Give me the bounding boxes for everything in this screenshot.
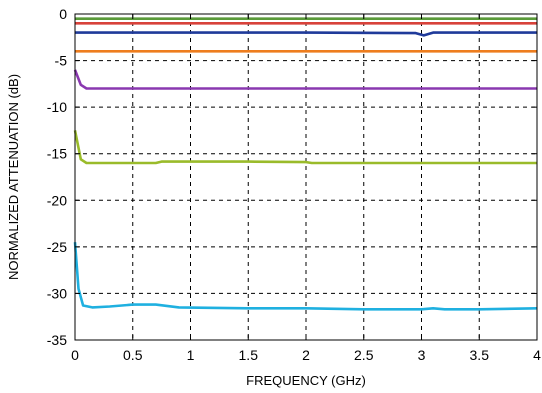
y-tick-label: -30 xyxy=(47,285,67,301)
grid-lines xyxy=(75,14,537,340)
data-series xyxy=(73,17,538,311)
y-axis-label: NORMALIZED ATTENUATION (dB) xyxy=(6,74,21,280)
series-line-5 xyxy=(73,69,537,90)
series-line-3 xyxy=(75,31,537,37)
y-tick-label: 0 xyxy=(59,6,67,22)
x-axis-label: FREQUENCY (GHz) xyxy=(246,373,366,388)
y-tick-label: -10 xyxy=(47,99,67,115)
y-tick-label: -25 xyxy=(47,239,67,255)
x-tick-label: 4 xyxy=(533,347,541,363)
axis-ticks: 0 0.5 1 1.5 2 2.5 3 3.5 4 0 -5 -10 -15 -20 -25 -30 -35 xyxy=(47,6,541,363)
x-tick-label: 1.5 xyxy=(239,347,259,363)
y-tick-label: -20 xyxy=(47,192,67,208)
x-tick-label: 3 xyxy=(418,347,426,363)
x-tick-label: 2.5 xyxy=(354,347,374,363)
x-tick-label: 3.5 xyxy=(470,347,490,363)
series-line-6 xyxy=(73,130,537,165)
x-tick-label: 2 xyxy=(302,347,310,363)
y-tick-label: -5 xyxy=(55,53,68,69)
x-tick-label: 0.5 xyxy=(123,347,143,363)
x-tick-label: 1 xyxy=(187,347,195,363)
x-tick-label: 0 xyxy=(71,347,79,363)
series-line-7 xyxy=(73,242,538,311)
y-tick-label: -15 xyxy=(47,146,67,162)
y-tick-label: -35 xyxy=(47,332,67,348)
